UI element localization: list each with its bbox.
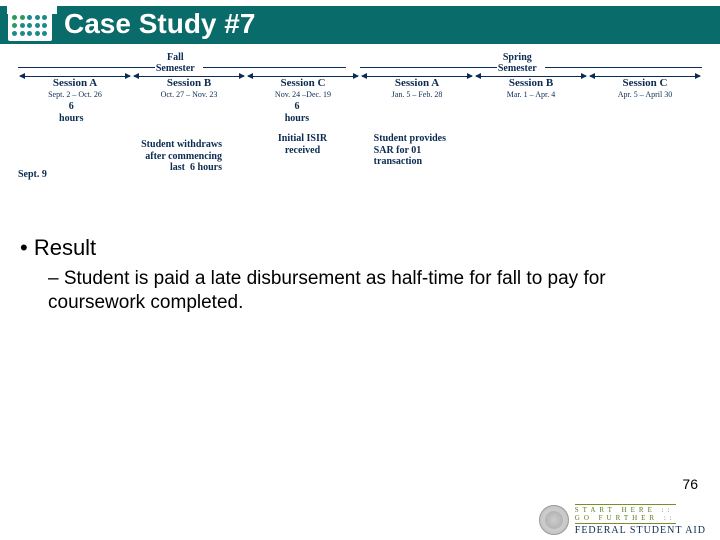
session-dates: Jan. 5 – Feb. 28: [360, 90, 474, 99]
sept9-label: Sept. 9: [18, 169, 47, 180]
page-number: 76: [682, 476, 698, 492]
fsa-top-2: GO FURTHER ::: [575, 514, 676, 522]
fsa-logo: START HERE :: GO FURTHER :: FEDERAL STUD…: [575, 504, 706, 536]
hours-annot-1: 6hours: [59, 101, 83, 124]
session-cell: Session B Mar. 1 – Apr. 4: [474, 72, 588, 99]
isir-annot: Initial ISIRreceived: [278, 133, 327, 156]
session-dates: Mar. 1 – Apr. 4: [474, 90, 588, 99]
fsa-tagline: START HERE :: GO FURTHER ::: [575, 504, 676, 524]
page-title: Case Study #7: [64, 8, 255, 40]
fall-semester-label: FallSemester: [156, 52, 195, 74]
session-name: Session C: [246, 77, 360, 89]
session-cell: Session A Sept. 2 – Oct. 26: [18, 72, 132, 99]
sessions-row: Session A Sept. 2 – Oct. 26 Session B Oc…: [18, 72, 702, 99]
fsa-name: FEDERAL STUDENT AID: [575, 525, 706, 536]
footer: START HERE :: GO FURTHER :: FEDERAL STUD…: [539, 504, 706, 536]
hours-annot-2: 6hours: [285, 101, 309, 124]
annotations: 6hours 6hours Student withdrawsafter com…: [18, 101, 702, 211]
fall-line-right: [203, 67, 347, 68]
body-text: • Result – Student is paid a late disbur…: [0, 211, 720, 315]
sar-annot: Student providesSAR for 01transaction: [374, 133, 446, 168]
session-cell: Session C Nov. 24 –Dec. 19: [246, 72, 360, 99]
session-dates: Nov. 24 –Dec. 19: [246, 90, 360, 99]
result-bullet: • Result: [20, 235, 700, 261]
session-name: Session C: [588, 77, 702, 89]
session-name: Session B: [132, 77, 246, 89]
session-dates: Apr. 5 – April 30: [588, 90, 702, 99]
session-cell: Session A Jan. 5 – Feb. 28: [360, 72, 474, 99]
session-cell: Session C Apr. 5 – April 30: [588, 72, 702, 99]
spring-line-right: [545, 67, 702, 68]
seal-icon: [539, 505, 569, 535]
session-dates: Oct. 27 – Nov. 23: [132, 90, 246, 99]
timeline-diagram: FallSemester SpringSemester Session A Se…: [0, 44, 720, 211]
session-dates: Sept. 2 – Oct. 26: [18, 90, 132, 99]
session-name: Session B: [474, 77, 588, 89]
session-name: Session A: [360, 77, 474, 89]
result-sub: – Student is paid a late disbursement as…: [48, 267, 700, 315]
session-cell: Session B Oct. 27 – Nov. 23: [132, 72, 246, 99]
session-name: Session A: [18, 77, 132, 89]
fsa-top-1: START HERE ::: [575, 506, 674, 514]
fall-line-left: [18, 67, 155, 68]
title-bar: Case Study #7: [0, 0, 720, 44]
spring-line-left: [360, 67, 497, 68]
withdraw-annot: Student withdrawsafter commencinglast 6 …: [141, 139, 222, 174]
spring-semester-label: SpringSemester: [498, 52, 537, 74]
